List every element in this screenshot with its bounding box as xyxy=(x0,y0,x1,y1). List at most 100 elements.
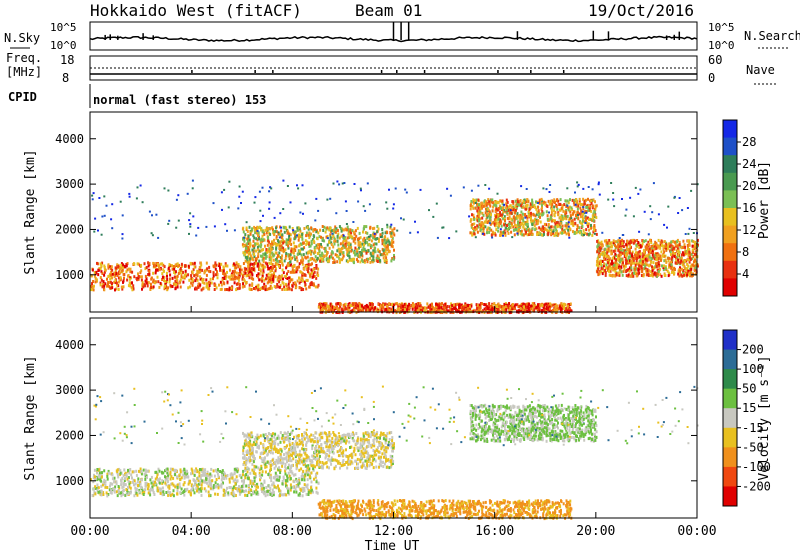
freq-dots xyxy=(191,70,565,73)
heatmap-cell xyxy=(510,217,513,221)
heatmap-cell xyxy=(303,227,306,230)
heatmap-cell xyxy=(541,213,544,217)
heatmap-cell xyxy=(619,240,622,244)
heatmap-cell xyxy=(691,239,694,243)
heatmap-cell xyxy=(579,206,582,210)
heatmap-cell xyxy=(219,280,222,284)
heatmap-cell xyxy=(506,303,508,307)
colorbar-segment xyxy=(723,260,737,279)
heatmap-cell xyxy=(386,303,389,307)
heatmap-cell xyxy=(617,243,620,247)
heatmap-cell xyxy=(372,309,375,313)
heatmap-cell xyxy=(323,247,326,250)
heatmap-cell xyxy=(674,261,677,265)
heatmap-cell xyxy=(201,268,204,272)
heatmap-cell xyxy=(431,302,433,306)
heatmap-cell xyxy=(601,272,604,276)
heatmap-cell xyxy=(524,232,527,236)
heatmap-cell xyxy=(242,282,245,286)
heatmap-cell xyxy=(567,222,570,226)
heatmap-cell xyxy=(657,257,660,261)
heatmap-cell xyxy=(590,201,593,205)
heatmap-cell xyxy=(569,198,571,202)
heatmap-cell xyxy=(618,250,621,254)
heatmap-cell xyxy=(245,274,248,278)
heatmap-cell xyxy=(443,306,446,310)
heatmap-cell xyxy=(235,282,238,286)
heatmap-cell xyxy=(302,212,304,215)
heatmap-cell xyxy=(506,216,509,220)
heatmap-cell xyxy=(258,190,261,193)
heatmap-cell xyxy=(512,208,515,212)
heatmap-cell xyxy=(174,270,177,274)
heatmap-cell xyxy=(305,287,308,291)
ytick-label: 3000 xyxy=(55,177,84,191)
heatmap-cell xyxy=(180,273,183,277)
heatmap-cell xyxy=(259,209,262,212)
heatmap-cell xyxy=(97,273,100,277)
heatmap-cell xyxy=(396,302,398,306)
heatmap-cell xyxy=(667,271,670,275)
heatmap-cell xyxy=(484,303,487,307)
heatmap-cell xyxy=(644,267,647,271)
heatmap-cell xyxy=(573,198,576,202)
heatmap-cell xyxy=(609,257,612,261)
heatmap-cell xyxy=(598,193,601,196)
heatmap-cell xyxy=(681,246,684,249)
heatmap-cell xyxy=(98,197,101,199)
heatmap-cell xyxy=(246,250,249,254)
heatmap-cell xyxy=(531,201,534,205)
cpid-text: normal (fast stereo) 153 xyxy=(93,93,266,107)
heatmap-cell xyxy=(676,255,679,259)
heatmap-cell xyxy=(341,258,343,262)
heatmap-cell xyxy=(299,229,302,233)
heatmap-cell xyxy=(281,268,284,272)
heatmap-cell xyxy=(381,238,384,242)
heatmap-cell xyxy=(247,248,250,252)
heatmap-cell xyxy=(563,302,566,306)
heatmap-cell xyxy=(328,228,331,232)
heatmap-cell xyxy=(377,303,380,306)
heatmap-cell xyxy=(520,222,522,226)
heatmap-cell xyxy=(293,237,296,241)
heatmap-cell xyxy=(547,306,550,310)
heatmap-cell xyxy=(269,186,272,189)
heatmap-cell xyxy=(492,220,495,224)
heatmap-cell xyxy=(268,190,271,193)
heatmap-cell xyxy=(586,223,589,227)
heatmap-cell xyxy=(678,240,681,244)
heatmap-cell xyxy=(261,186,264,189)
heatmap-cell xyxy=(482,224,485,228)
heatmap-cell xyxy=(550,225,552,229)
heatmap-cell xyxy=(521,212,524,216)
heatmap-cell xyxy=(306,226,309,230)
heatmap-cell xyxy=(550,228,553,232)
heatmap-cell xyxy=(567,228,570,232)
heatmap-cell xyxy=(444,302,447,306)
heatmap-cell xyxy=(544,202,547,206)
heatmap-cell xyxy=(272,275,275,279)
heatmap-cell xyxy=(493,306,495,310)
heatmap-cell xyxy=(363,260,366,264)
heatmap-cell xyxy=(657,238,660,242)
heatmap-cell xyxy=(637,253,640,257)
heatmap-cell xyxy=(262,260,265,263)
heatmap-cell xyxy=(658,256,661,260)
heatmap-cell xyxy=(202,287,205,291)
heatmap-cell xyxy=(684,249,687,253)
heatmap-cell xyxy=(263,282,266,286)
heatmap-cell xyxy=(324,230,327,234)
heatmap-cell xyxy=(684,245,687,249)
heatmap-cell xyxy=(93,230,96,233)
heatmap-cell xyxy=(531,302,534,306)
heatmap-cell xyxy=(199,277,202,281)
heatmap-cell xyxy=(336,236,339,240)
heatmap-cell xyxy=(346,307,348,311)
heatmap-cell xyxy=(621,198,623,200)
heatmap-cell xyxy=(526,305,529,309)
heatmap-cell xyxy=(374,246,377,250)
heatmap-cell xyxy=(598,252,601,256)
heatmap-cell xyxy=(229,476,232,480)
heatmap-cell xyxy=(334,228,337,232)
heatmap-cell xyxy=(287,253,290,257)
